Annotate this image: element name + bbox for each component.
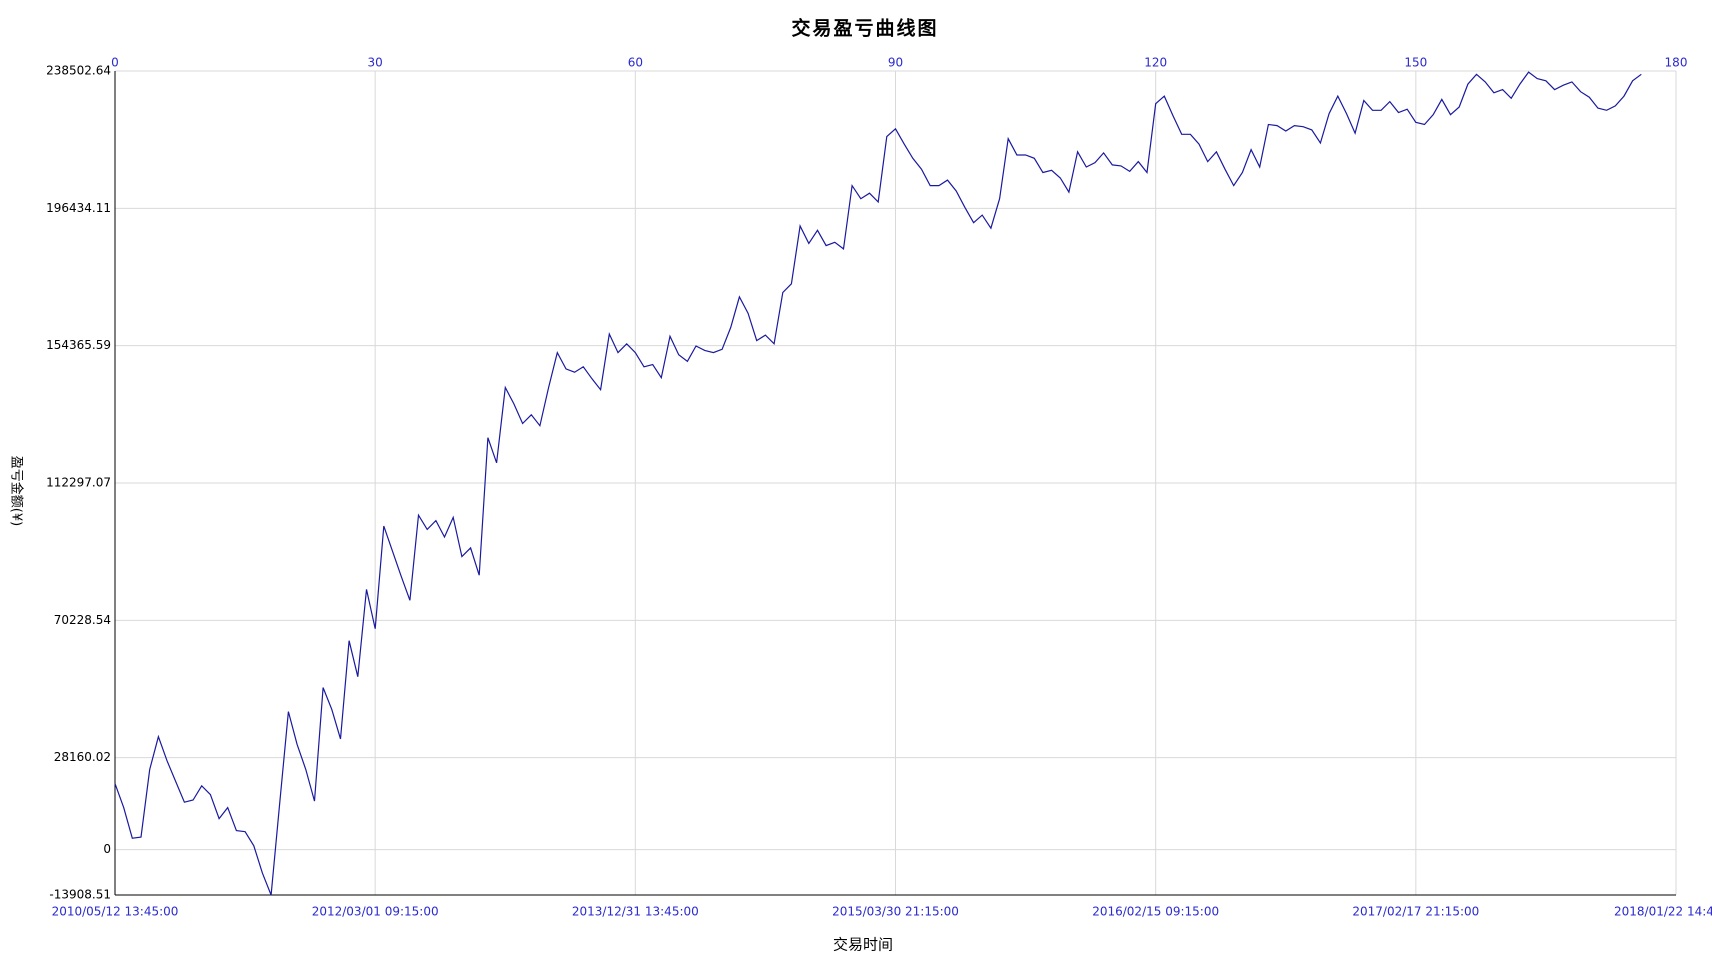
chart-title: 交易盈亏曲线图	[791, 17, 938, 40]
x-tick-label: 90	[888, 56, 903, 70]
x-axis-label: 交易时间	[833, 936, 893, 954]
x-tick-label: 60	[628, 56, 643, 70]
y-tick-label: 28160.02	[54, 750, 111, 764]
x-tick-label: 150	[1404, 56, 1427, 70]
y-tick-label: 112297.07	[46, 475, 111, 489]
x-date-label: 2016/02/15 09:15:00	[1092, 905, 1219, 919]
y-tick-label: 70228.54	[54, 613, 111, 627]
x-tick-label: 120	[1144, 56, 1167, 70]
y-tick-label: 238502.64	[46, 64, 111, 78]
y-tick-label: 196434.11	[46, 201, 111, 215]
x-date-label: 2017/02/17 21:15:00	[1352, 905, 1479, 919]
x-tick-label: 30	[368, 56, 383, 70]
x-date-label: 2015/03/30 21:15:00	[832, 905, 959, 919]
x-tick-label: 180	[1665, 56, 1688, 70]
x-date-label: 2010/05/12 13:45:00	[52, 905, 179, 919]
x-date-label: 2018/01/22 14:45	[1614, 905, 1712, 919]
x-date-label: 2013/12/31 13:45:00	[572, 905, 699, 919]
x-date-label: 2012/03/01 09:15:00	[312, 905, 439, 919]
y-tick-label: -13908.51	[49, 888, 111, 902]
y-axis-label: 盈亏金额(¥)	[9, 456, 25, 526]
y-tick-label: 0	[103, 842, 111, 856]
x-tick-label: 0	[111, 56, 119, 70]
y-tick-label: 154365.59	[46, 338, 111, 352]
equity-line	[114, 71, 1642, 896]
